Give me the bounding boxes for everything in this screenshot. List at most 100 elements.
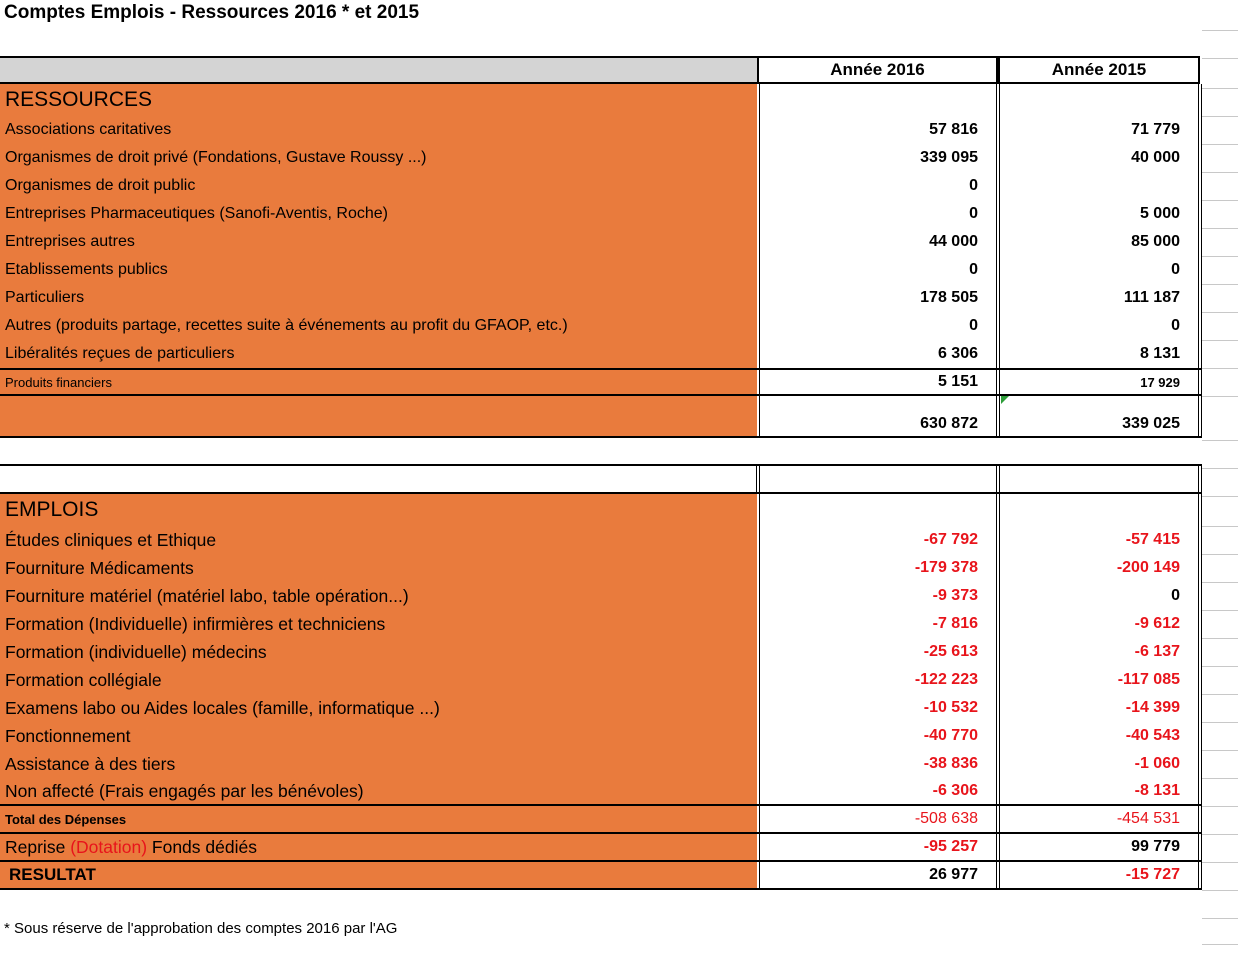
resultat-row: RESULTAT 26 977 -15 727 [0, 862, 1202, 888]
row-label: Études cliniques et Ethique [0, 526, 757, 554]
col-divider [996, 466, 1000, 890]
table-row: Non affecté (Frais engagés par les bénév… [0, 778, 1202, 804]
header-blank-cell [0, 56, 757, 84]
row-divider [0, 436, 1202, 438]
value-2015: -1 060 [1134, 755, 1180, 772]
value-2015: -6 137 [1134, 643, 1180, 660]
value-2015: 5 000 [1139, 205, 1180, 222]
table-row: Formation collégiale -122 223 -117 085 [0, 666, 1202, 694]
col-divider [1198, 84, 1202, 438]
column-header-2015: Année 2015 [998, 56, 1200, 84]
value-2015: 0 [1171, 317, 1180, 334]
value-2015: -454 531 [1116, 810, 1180, 827]
value-2016: -25 613 [923, 643, 978, 660]
value-2016: 178 505 [920, 289, 978, 306]
ressources-header-row: Année 2016 Année 2015 [0, 56, 1202, 84]
row-label: Reprise (Dotation) Fonds dédiés [0, 834, 757, 860]
value-2016: -10 532 [923, 699, 978, 716]
ressources-total-row: 630 872 339 025 [0, 396, 1202, 436]
table-row: Entreprises Pharmaceutiques (Sanofi-Aven… [0, 200, 1202, 228]
value-2015: 0 [1171, 261, 1180, 278]
total-2016: 630 872 [920, 415, 978, 432]
value-2015: -57 415 [1125, 531, 1180, 548]
value-2016: -95 257 [923, 838, 978, 855]
value-2015: -40 543 [1125, 727, 1180, 744]
value-2016: -7 816 [932, 615, 978, 632]
total-depenses-row: Total des Dépenses -508 638 -454 531 [0, 806, 1202, 832]
row-label: RESULTAT [0, 862, 757, 888]
value-2015: 40 000 [1131, 149, 1180, 166]
value-2015: -15 727 [1125, 866, 1180, 883]
row-divider [0, 492, 1202, 494]
column-header-2016: Année 2016 [757, 56, 998, 84]
value-2016: 0 [969, 317, 978, 334]
value-2015: 17 929 [1140, 374, 1180, 390]
row-label: Fourniture matériel (matériel labo, tabl… [0, 582, 757, 610]
row-label: Etablissements publics [0, 256, 757, 284]
ressources-heading-row: RESSOURCES [0, 84, 1202, 116]
value-2016: -122 223 [914, 671, 978, 688]
table-row: Fourniture matériel (matériel labo, tabl… [0, 582, 1202, 610]
reprise-label-b: (Dotation) [70, 836, 148, 857]
value-2015: 71 779 [1131, 121, 1180, 138]
emplois-heading-row: EMPLOIS [0, 494, 1202, 526]
value-2016: 0 [969, 205, 978, 222]
financial-row: Produits financiers 5 151 17 929 [0, 370, 1202, 394]
col-divider [996, 84, 1000, 438]
value-2015: 0 [1171, 587, 1180, 604]
row-label: Organismes de droit privé (Fondations, G… [0, 144, 757, 172]
value-2015: -14 399 [1125, 699, 1180, 716]
value-2015: 8 131 [1139, 345, 1180, 362]
row-label: Libéralités reçues de particuliers [0, 340, 757, 368]
row-label: Formation (Individuelle) infirmières et … [0, 610, 757, 638]
value-2015: -9 612 [1134, 615, 1180, 632]
value-2015: 99 779 [1131, 838, 1180, 855]
value-2016: -9 373 [932, 587, 978, 604]
value-2016: 57 816 [929, 121, 978, 138]
value-2016: 339 095 [920, 149, 978, 166]
value-2016: -67 792 [923, 531, 978, 548]
reprise-label-a: Reprise [5, 836, 66, 857]
value-2016: 44 000 [929, 233, 978, 250]
row-label: Entreprises autres [0, 228, 757, 256]
table-row: Etablissements publics 0 0 [0, 256, 1202, 284]
page-title: Comptes Emplois - Ressources 2016 * et 2… [4, 2, 420, 23]
value-2016: -179 378 [914, 559, 978, 576]
row-label: Total des Dépenses [0, 806, 757, 832]
table-row: Libéralités reçues de particuliers 6 306… [0, 340, 1202, 368]
table-row: Autres (produits partage, recettes suite… [0, 312, 1202, 340]
footnote: * Sous réserve de l'approbation des comp… [4, 920, 398, 937]
table-row: Organismes de droit privé (Fondations, G… [0, 144, 1202, 172]
row-label: Produits financiers [0, 370, 757, 394]
col-divider [1198, 466, 1202, 890]
value-2016: -508 638 [914, 810, 978, 827]
row-label: Formation (individuelle) médecins [0, 638, 757, 666]
row-divider [0, 804, 1202, 806]
value-2016: 5 151 [937, 373, 978, 390]
row-label: Autres (produits partage, recettes suite… [0, 312, 757, 340]
reprise-label-c: Fonds dédiés [151, 836, 257, 857]
row-label: Organismes de droit public [0, 172, 757, 200]
row-divider [0, 888, 1202, 890]
table-row: Formation (Individuelle) infirmières et … [0, 610, 1202, 638]
row-label: Non affecté (Frais engagés par les bénév… [0, 778, 757, 804]
row-label: Fonctionnement [0, 722, 757, 750]
total-label-cell [0, 396, 757, 436]
table-row: Examens labo ou Aides locales (famille, … [0, 694, 1202, 722]
cell-comment-marker [1001, 396, 1009, 404]
table-row: Entreprises autres 44 000 85 000 [0, 228, 1202, 256]
value-2016: -40 770 [923, 727, 978, 744]
row-label: Entreprises Pharmaceutiques (Sanofi-Aven… [0, 200, 757, 228]
table-row: Études cliniques et Ethique -67 792 -57 … [0, 526, 1202, 554]
table-row: Associations caritatives 57 816 71 779 [0, 116, 1202, 144]
row-divider [0, 832, 1202, 834]
emplois-heading: EMPLOIS [0, 494, 757, 526]
ressources-heading: RESSOURCES [0, 84, 757, 116]
value-2015 [998, 172, 1180, 200]
row-label: Assistance à des tiers [0, 750, 757, 778]
value-2015: -200 149 [1116, 559, 1180, 576]
row-divider [0, 394, 1202, 396]
row-label: Formation collégiale [0, 666, 757, 694]
row-divider [0, 464, 1202, 466]
value-2016: -38 836 [923, 755, 978, 772]
